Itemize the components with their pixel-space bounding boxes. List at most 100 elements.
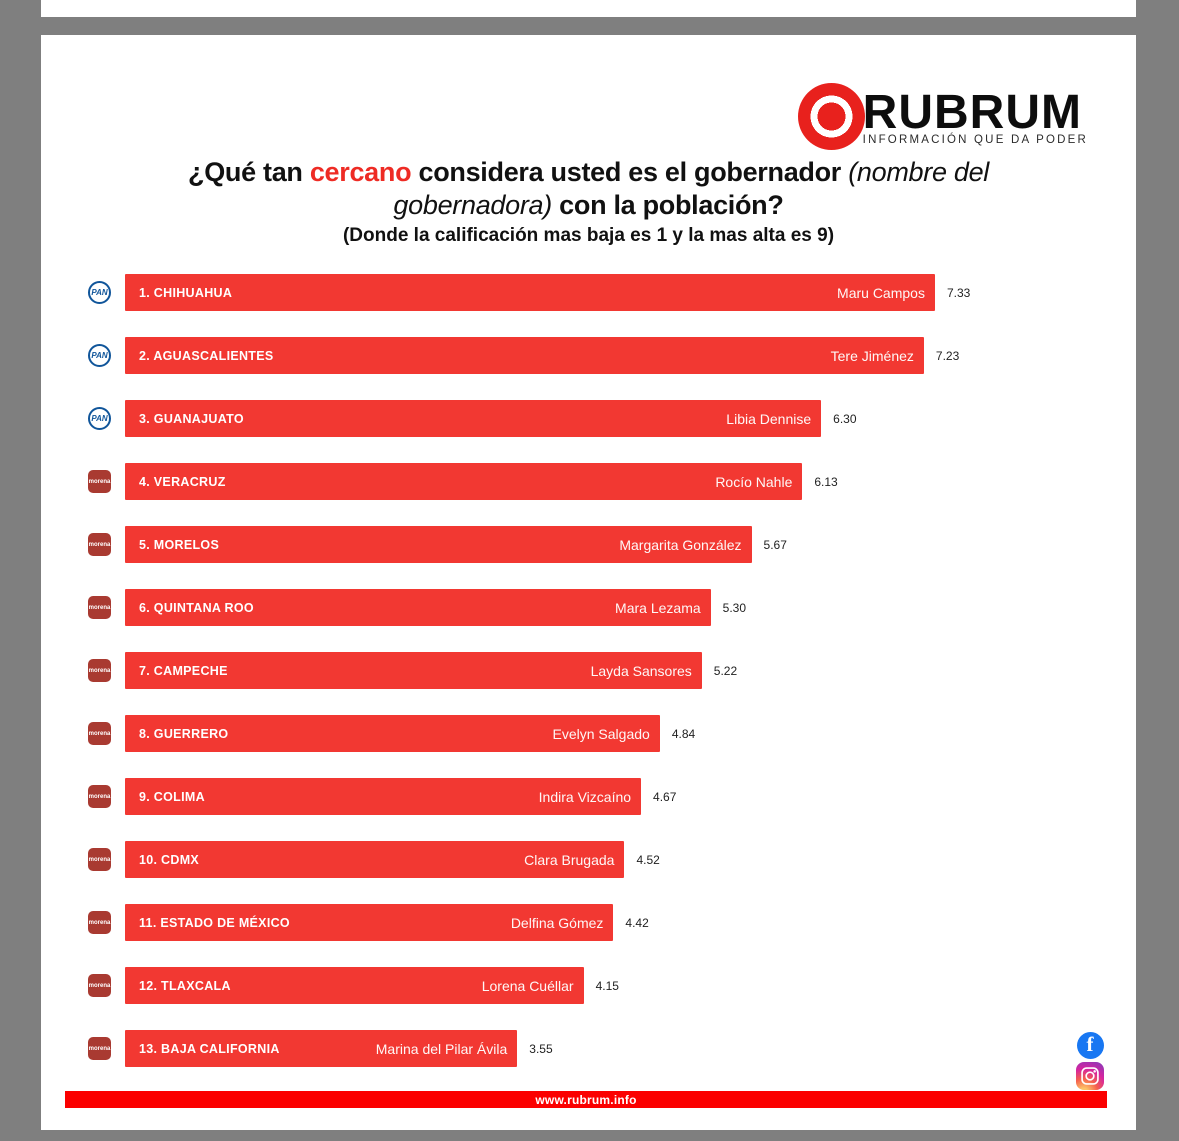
- title-highlight: cercano: [309, 157, 412, 187]
- chart-rows: PAN 1. CHIHUAHUA Maru Campos 7.33 PAN 2. AGU…: [41, 274, 970, 1067]
- infographic-page: RUBRUM INFORMACIÓN QUE DA PODER ¿Qué tan…: [41, 35, 1136, 1130]
- footer-bar: www.rubrum.info: [65, 1091, 1107, 1108]
- title-line-1: ¿Qué tan cercano considera usted es el g…: [41, 156, 1136, 189]
- chart-row: morena 8. GUERRERO Evelyn Salgado 4.84: [41, 715, 970, 752]
- state-bar: 13. BAJA CALIFORNIA Marina del Pilar Ávil…: [125, 1030, 518, 1067]
- chart-row: morena 9. COLIMA Indira Vizcaíno 4.67: [41, 778, 970, 815]
- chart-row: morena 6. QUINTANA ROO Mara Lezama 5.30: [41, 589, 970, 626]
- state-bar: 12. TLAXCALA Lorena Cuéllar: [125, 967, 584, 1004]
- score-label: 5.22: [713, 663, 738, 678]
- state-bar: 1. CHIHUAHUA Maru Campos: [125, 274, 935, 311]
- chart-row: morena 7. CAMPECHE Layda Sansores 5.22: [41, 652, 970, 689]
- score-label: 5.30: [722, 600, 746, 615]
- state-label: 13. BAJA CALIFORNIA: [139, 1041, 280, 1056]
- score-label: 7.33: [946, 285, 971, 300]
- state-label: 2. AGUASCALIENTES: [139, 348, 274, 363]
- state-bar: 4. VERACRUZ Rocío Nahle: [125, 463, 803, 500]
- chart-row: morena 4. VERACRUZ Rocío Nahle 6.13: [41, 463, 970, 500]
- score-label: 4.15: [595, 978, 619, 993]
- score-label: 6.13: [814, 474, 838, 489]
- party-logo-icon: PAN: [88, 344, 111, 367]
- score-label: 4.42: [625, 915, 649, 930]
- chart-row: morena 10. CDMX Clara Brugada 4.52: [41, 841, 970, 878]
- state-label: 8. GUERRERO: [139, 726, 229, 741]
- state-bar: 6. QUINTANA ROO Mara Lezama: [125, 589, 711, 626]
- governor-label: Indira Vizcaíno: [538, 788, 632, 805]
- score-label: 7.23: [935, 348, 960, 363]
- party-logo-icon: morena: [88, 533, 111, 556]
- footer-url[interactable]: www.rubrum.info: [535, 1092, 637, 1107]
- score-label: 5.67: [763, 537, 787, 552]
- state-label: 3. GUANAJUATO: [139, 411, 244, 426]
- title-italic: gobernadora): [393, 190, 552, 220]
- chart-row: morena 11. ESTADO DE MÉXICO Delfina Gómez 4…: [41, 904, 970, 941]
- party-logo-icon: morena: [88, 470, 111, 493]
- party-logo-icon: PAN: [88, 281, 111, 304]
- state-label: 1. CHIHUAHUA: [139, 285, 233, 300]
- bullseye-icon: [797, 83, 865, 150]
- party-logo-icon: morena: [88, 848, 111, 871]
- facebook-icon[interactable]: f: [1076, 1032, 1104, 1059]
- score-label: 6.30: [833, 411, 857, 426]
- brand-name: RUBRUM: [862, 85, 1082, 139]
- governor-label: Clara Brugada: [524, 851, 615, 868]
- chart-row: morena 13. BAJA CALIFORNIA Marina del Pila…: [41, 1030, 970, 1067]
- score-label: 3.55: [529, 1041, 553, 1056]
- instagram-camera-glyph: [1081, 1067, 1099, 1085]
- chart-row: PAN 2. AGUASCALIENTES Tere Jiménez 7.23: [41, 337, 970, 374]
- title-text: considera usted es el gobernador: [411, 157, 849, 187]
- party-logo-icon: morena: [88, 722, 111, 745]
- governor-label: Layda Sansores: [590, 662, 692, 679]
- state-bar: 10. CDMX Clara Brugada: [125, 841, 625, 878]
- party-logo-icon: morena: [88, 785, 111, 808]
- social-icons: f: [1075, 1032, 1105, 1090]
- state-label: 4. VERACRUZ: [139, 474, 226, 489]
- state-bar: 3. GUANAJUATO Libia Dennise: [125, 400, 822, 437]
- title-subtitle: (Donde la calificación mas baja es 1 y l…: [342, 225, 835, 246]
- score-label: 4.84: [671, 726, 696, 741]
- state-label: 5. MORELOS: [139, 537, 220, 552]
- governor-label: Lorena Cuéllar: [481, 977, 574, 994]
- title-line-2: gobernadora) con la población?: [41, 189, 1136, 222]
- governor-label: Margarita González: [619, 536, 742, 553]
- governor-label: Marina del Pilar Ávila: [375, 1040, 508, 1057]
- state-bar: 5. MORELOS Margarita González: [125, 526, 752, 563]
- state-bar: 8. GUERRERO Evelyn Salgado: [125, 715, 660, 752]
- governor-label: Delfina Gómez: [510, 914, 604, 931]
- title-block: ¿Qué tan cercano considera usted es el g…: [41, 156, 1136, 247]
- brand-tagline: INFORMACIÓN QUE DA PODER: [862, 133, 1088, 146]
- state-bar: 11. ESTADO DE MÉXICO Delfina Gómez: [125, 904, 614, 941]
- title-text: ¿Qué tan: [188, 157, 310, 187]
- chart-row: PAN 3. GUANAJUATO Libia Dennise 6.30: [41, 400, 970, 437]
- governor-label: Tere Jiménez: [830, 347, 914, 364]
- brand-text: RUBRUM INFORMACIÓN QUE DA PODER: [862, 85, 1090, 146]
- chart-row: PAN 1. CHIHUAHUA Maru Campos 7.33: [41, 274, 970, 311]
- state-label: 12. TLAXCALA: [139, 978, 231, 993]
- chart-row: morena 5. MORELOS Margarita González 5.67: [41, 526, 970, 563]
- governor-label: Libia Dennise: [726, 410, 812, 427]
- state-bar: 7. CAMPECHE Layda Sansores: [125, 652, 702, 689]
- party-logo-icon: morena: [88, 596, 111, 619]
- score-label: 4.67: [653, 789, 677, 804]
- governor-label: Maru Campos: [837, 284, 925, 301]
- score-label: 4.52: [636, 852, 660, 867]
- governor-label: Evelyn Salgado: [552, 725, 650, 742]
- title-text: con la población?: [551, 190, 784, 220]
- brand-logo: RUBRUM INFORMACIÓN QUE DA PODER: [797, 83, 1090, 150]
- party-logo-icon: morena: [88, 911, 111, 934]
- state-bar: 2. AGUASCALIENTES Tere Jiménez: [125, 337, 924, 374]
- state-label: 9. COLIMA: [139, 789, 205, 804]
- party-logo-icon: PAN: [88, 407, 111, 430]
- instagram-icon[interactable]: [1076, 1062, 1104, 1090]
- governor-label: Mara Lezama: [615, 599, 701, 616]
- party-logo-icon: morena: [88, 659, 111, 682]
- previous-page-strip: [41, 0, 1136, 17]
- state-label: 11. ESTADO DE MÉXICO: [139, 915, 290, 930]
- party-logo-icon: morena: [88, 1037, 111, 1060]
- title-italic: (nombre del: [848, 157, 989, 187]
- chart-row: morena 12. TLAXCALA Lorena Cuéllar 4.15: [41, 967, 970, 1004]
- governor-label: Rocío Nahle: [715, 473, 793, 490]
- state-label: 10. CDMX: [139, 852, 200, 867]
- state-label: 7. CAMPECHE: [139, 663, 228, 678]
- party-logo-icon: morena: [88, 974, 111, 997]
